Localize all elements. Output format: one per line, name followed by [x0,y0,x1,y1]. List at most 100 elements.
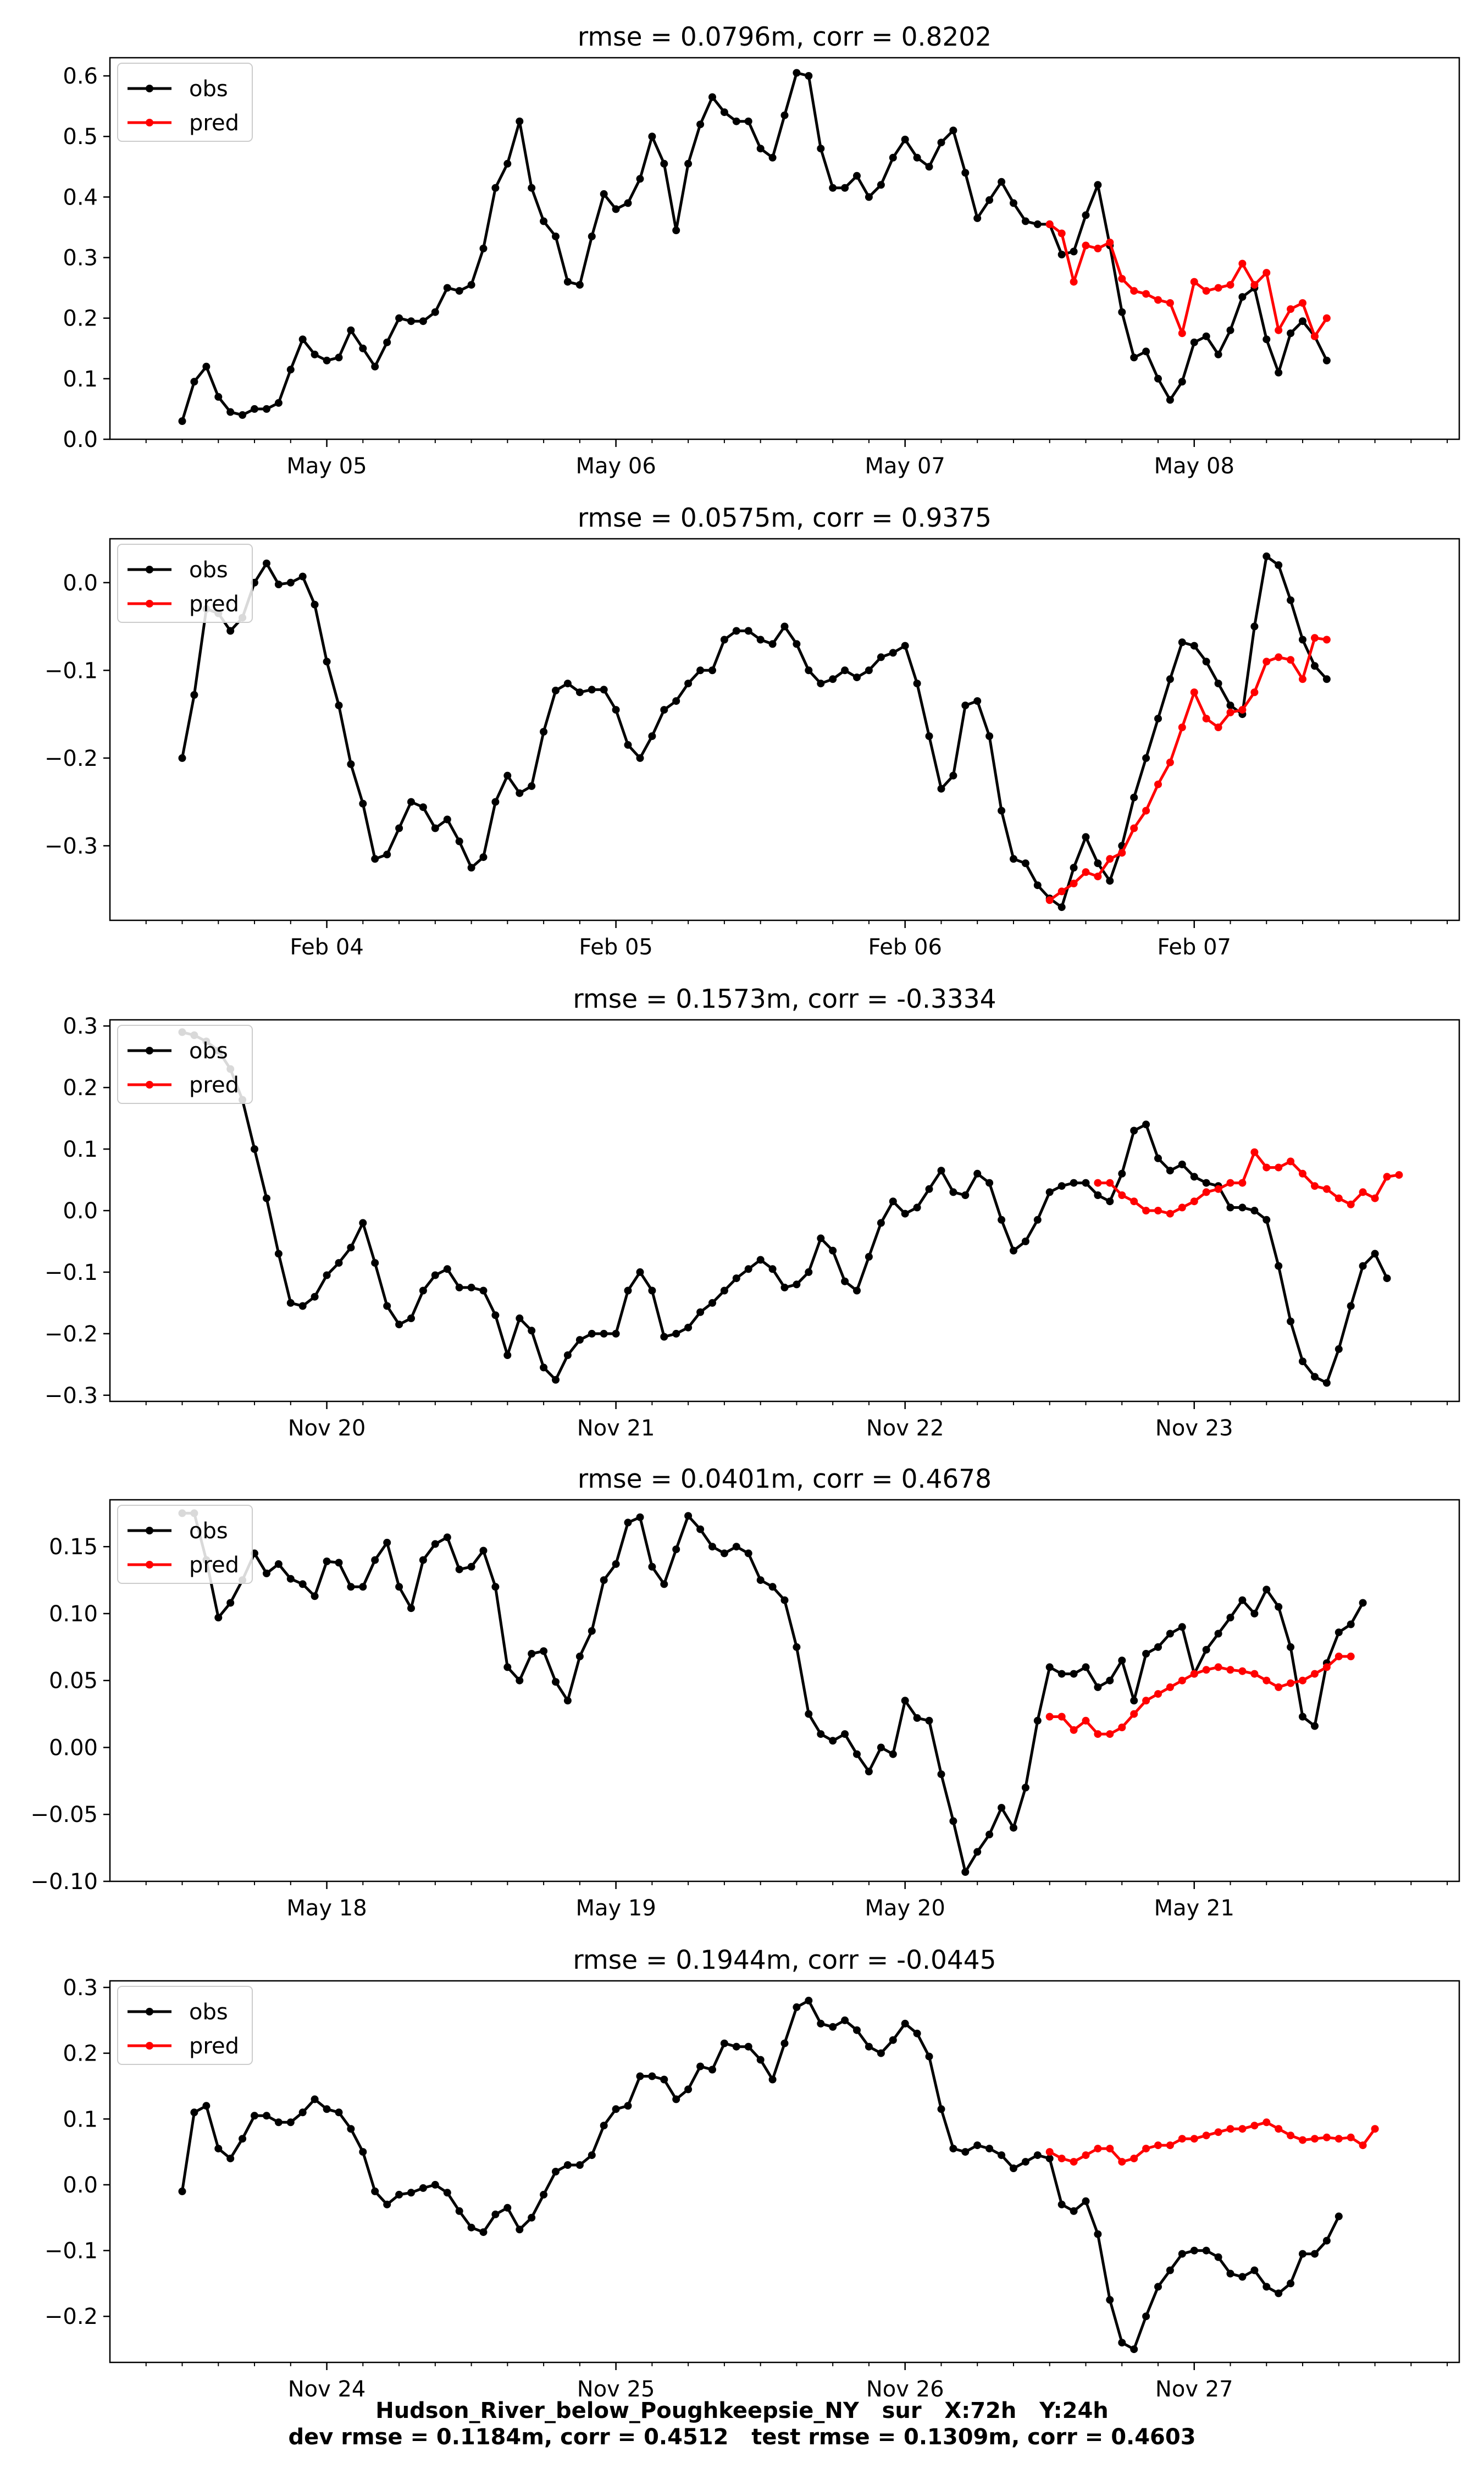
series-line-pred [1049,223,1328,338]
data-point-obs [540,2190,548,2199]
data-point-pred [1106,2145,1114,2153]
data-point-obs [274,2118,283,2127]
data-point-obs [780,1283,789,1291]
data-point-obs [1275,1262,1283,1270]
data-point-obs [1214,680,1222,688]
data-point-pred [1299,2136,1306,2144]
data-point-obs [925,1716,933,1725]
legend-marker-obs [146,1047,153,1054]
data-point-obs [744,627,752,635]
y-tick-label: −0.3 [45,833,98,859]
data-point-pred [1238,2125,1247,2133]
data-point-obs [1311,662,1319,670]
data-point-obs [1045,2155,1054,2163]
data-point-obs [1010,2164,1017,2172]
data-point-obs [600,1576,608,1584]
data-point-pred [1226,1666,1234,1674]
subplot-3: rmse = 0.1573m, corr = -0.3334 −0.3 −0.2 −0… [45,984,1460,1441]
data-point-pred [1166,1210,1174,1218]
data-point-obs [889,1197,897,1206]
data-point-obs [1166,2266,1174,2274]
data-point-obs [1214,350,1222,358]
series-line-pred [1049,1655,1351,1736]
data-point-obs [1070,864,1078,872]
data-point-pred [1130,2155,1138,2163]
data-point-obs [985,196,994,204]
y-tick-label: 0.0 [63,571,98,596]
data-point-obs [443,1265,451,1273]
data-point-pred [1371,2125,1379,2133]
data-point-obs [251,2112,258,2120]
data-point-obs [359,1583,367,1591]
data-point-obs [563,1697,572,1705]
data-point-obs [961,1868,970,1876]
data-point-pred [1082,1716,1090,1725]
data-point-obs [1226,326,1234,334]
data-point-obs [1178,638,1186,647]
data-point-pred [1335,1194,1343,1202]
data-point-obs [648,2072,656,2080]
data-point-obs [359,344,367,352]
data-point-obs [443,2189,451,2197]
data-point-obs [1130,354,1138,362]
legend-marker-pred [146,119,153,126]
data-point-obs [1045,1663,1054,1671]
legend-marker-obs [146,1527,153,1534]
data-point-pred [1383,1173,1391,1181]
data-point-obs [877,1219,885,1227]
data-point-obs [528,184,536,192]
data-point-obs [214,393,223,401]
data-point-obs [817,1234,825,1242]
legend-label-obs: obs [189,557,228,583]
data-point-pred [1238,1179,1247,1187]
data-point-pred [1262,1163,1271,1172]
data-point-obs [1142,347,1150,356]
data-point-obs [1214,2253,1222,2261]
y-tick-label: 0.2 [63,2041,98,2067]
data-point-obs [937,1770,945,1779]
data-point-obs [251,405,258,413]
data-point-obs [1275,1603,1283,1611]
data-point-pred [1287,2131,1295,2140]
data-point-obs [648,1562,656,1571]
data-point-pred [1250,1670,1259,1678]
data-point-obs [720,1286,728,1295]
data-point-pred [1190,688,1198,697]
data-point-pred [1238,706,1247,714]
data-point-obs [1275,561,1283,569]
data-point-pred [1166,758,1174,766]
data-point-obs [1094,2230,1102,2238]
data-point-obs [1287,596,1295,604]
data-point-obs [805,72,813,80]
data-point-obs [865,666,873,675]
data-point-obs [684,159,693,168]
data-point-pred [1178,329,1186,338]
data-point-obs [588,686,596,694]
data-point-obs [491,1311,500,1319]
y-tick-label: 0.3 [63,1975,98,2001]
data-point-obs [1154,2283,1162,2291]
data-point-obs [335,354,343,362]
data-point-obs [780,1596,789,1604]
data-point-pred [1322,1185,1331,1193]
data-point-obs [612,1329,620,1338]
x-tick-label: May 06 [575,454,656,479]
data-point-pred [1057,887,1066,896]
data-point-obs [1299,1357,1306,1366]
x-tick-label: Feb 07 [1158,935,1231,960]
data-point-obs [901,1697,909,1705]
y-tick-label: −0.2 [45,746,98,771]
data-point-obs [732,1274,740,1283]
data-point-obs [1347,1302,1355,1310]
series-obs [178,69,1331,425]
data-point-obs [1154,715,1162,723]
data-point-obs [1322,356,1331,365]
data-point-obs [1275,2289,1283,2298]
data-point-pred [1178,724,1186,731]
data-point-obs [672,2095,680,2103]
data-point-obs [877,1743,885,1752]
data-point-obs [913,680,921,688]
data-point-obs [1166,1630,1174,1638]
data-point-obs [407,2189,415,2197]
data-point-obs [901,135,909,143]
